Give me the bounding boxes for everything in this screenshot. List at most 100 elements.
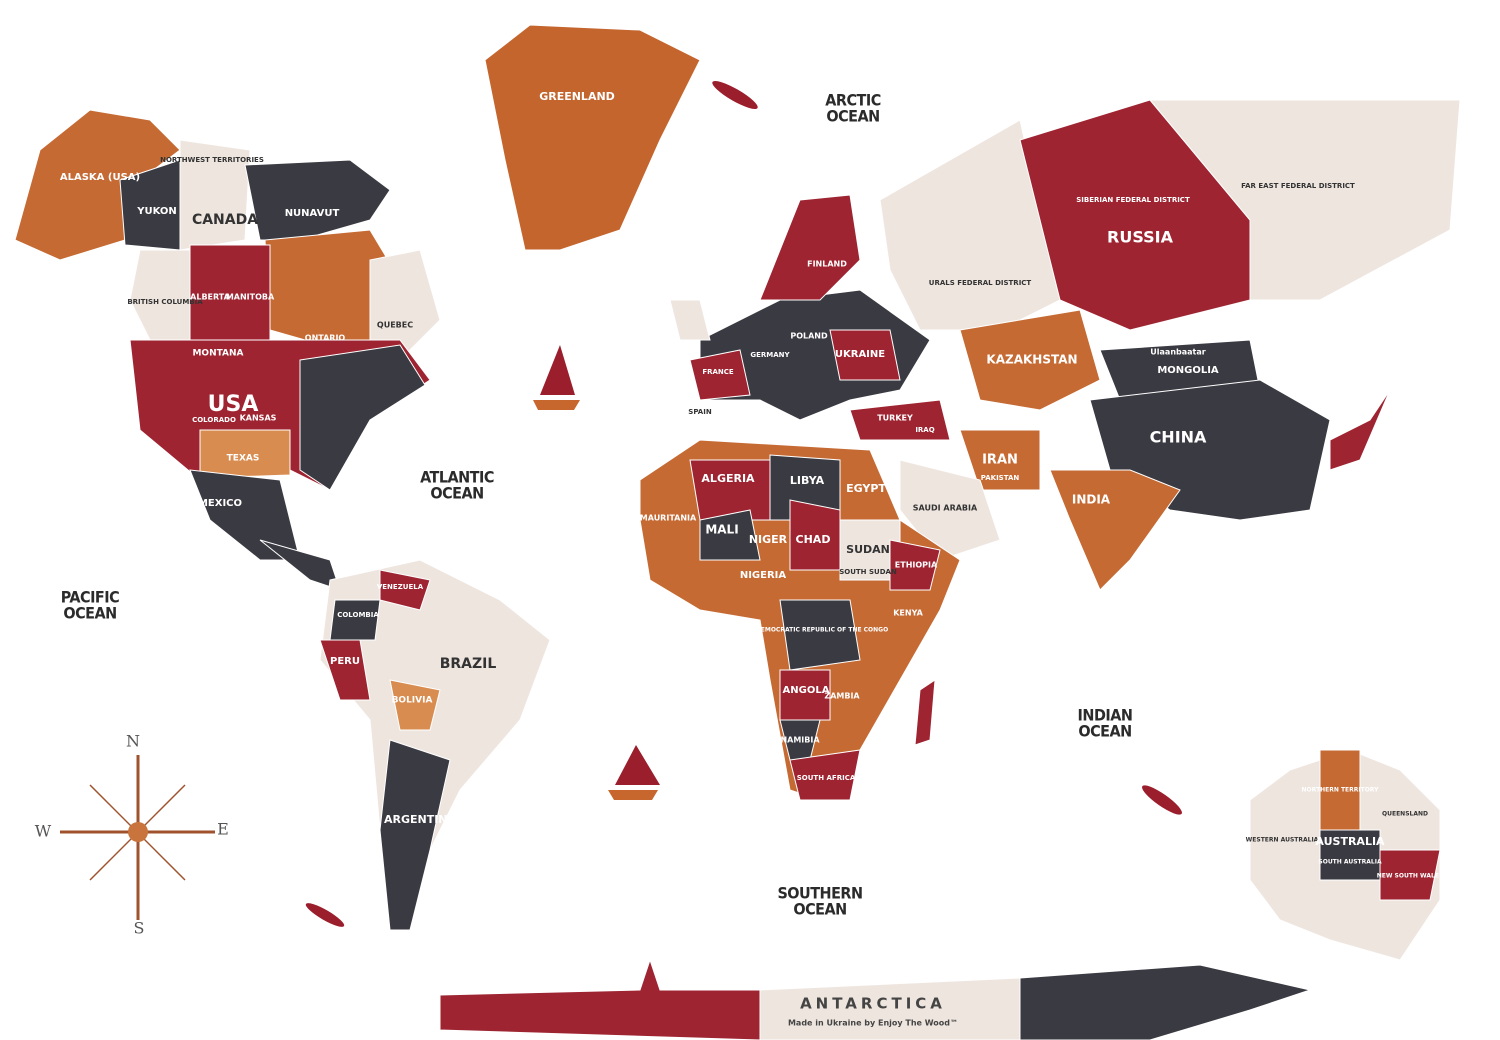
region-label: MALI xyxy=(705,523,738,537)
region-label: MEXICO xyxy=(198,498,242,509)
ocean-label: INDIAN xyxy=(1078,706,1133,725)
region-label: NORTHWEST TERRITORIES xyxy=(160,156,264,164)
compass-letter: E xyxy=(217,820,229,839)
land-piece xyxy=(379,569,431,611)
region-label: TURKEY xyxy=(877,414,913,423)
region-label: QUEENSLAND xyxy=(1382,811,1428,818)
region-label: KANSAS xyxy=(240,414,277,423)
land-piece xyxy=(1329,389,1391,471)
land-piece xyxy=(789,749,861,801)
region-label: LIBYA xyxy=(790,474,825,487)
land-piece xyxy=(179,139,251,251)
region-label: COLOMBIA xyxy=(337,611,379,619)
region-label: MONGOLIA xyxy=(1157,365,1219,376)
land-piece xyxy=(759,194,861,301)
region-label: GERMANY xyxy=(750,351,790,359)
land-piece xyxy=(1379,849,1441,901)
land-piece xyxy=(829,329,901,381)
ocean-label: OCEAN xyxy=(63,604,116,623)
land-piece xyxy=(1019,964,1312,1040)
region-label: VENEZUELA xyxy=(377,583,424,591)
region-label: ARGENTINA xyxy=(384,813,457,826)
land-piece xyxy=(849,399,951,441)
land-piece xyxy=(369,249,441,361)
region-label: NIGERIA xyxy=(740,570,787,581)
region-label: SPAIN xyxy=(688,408,712,416)
ocean-label: ATLANTIC xyxy=(420,468,494,487)
land-piece xyxy=(299,344,426,491)
land-piece xyxy=(244,159,391,241)
land-piece xyxy=(899,459,1001,561)
region-label: MAURITANIA xyxy=(640,514,697,523)
land-piece xyxy=(914,679,936,746)
ocean-label: OCEAN xyxy=(430,484,483,503)
region-label: RUSSIA xyxy=(1107,228,1174,247)
land-piece xyxy=(484,24,701,251)
region-label: PAKISTAN xyxy=(981,474,1020,482)
region-label: SOUTH SUDAN xyxy=(839,568,897,576)
region-label: NEW SOUTH WALES xyxy=(1377,873,1444,880)
region-label: PERU xyxy=(330,656,360,667)
region-label: YUKON xyxy=(136,206,177,217)
labels: GREENLAND ALASKA (USA) YUKON NORTHWEST TERR… xyxy=(35,90,1444,1028)
region-label: ANGOLA xyxy=(783,685,830,696)
region-label: FINLAND xyxy=(807,260,847,269)
region-label: SOUTH AUSTRALIA xyxy=(1318,859,1382,866)
region-label: USA xyxy=(208,392,259,417)
region-label: MANITOBA xyxy=(226,293,275,302)
region-label: SIBERIAN FEDERAL DISTRICT xyxy=(1076,196,1190,204)
region-label: UKRAINE xyxy=(835,349,885,360)
land-piece xyxy=(689,459,771,521)
region-label: KENYA xyxy=(893,609,923,618)
region-label: ALBERTA xyxy=(190,293,230,302)
land-piece xyxy=(379,739,451,931)
decorations xyxy=(60,81,1182,927)
region-label: NAMIBIA xyxy=(780,736,820,745)
land-piece xyxy=(389,679,441,731)
region-label: DEMOCRATIC REPUBLIC OF THE CONGO xyxy=(756,627,888,634)
land-piece xyxy=(889,539,941,591)
land-piece xyxy=(759,977,1021,1040)
land-piece xyxy=(1049,469,1181,591)
ocean-label: PACIFIC xyxy=(61,588,119,607)
region-label: SAUDI ARABIA xyxy=(913,504,978,513)
land-piece xyxy=(259,539,341,591)
ocean-label: OCEAN xyxy=(793,900,846,919)
region-label: GREENLAND xyxy=(539,90,615,103)
region-label: KAZAKHSTAN xyxy=(986,353,1077,367)
land-piece xyxy=(199,429,291,479)
land-piece xyxy=(699,509,761,561)
antarctica-label: ANTARCTICA xyxy=(800,995,946,1013)
region-label: ONTARIO xyxy=(305,334,346,343)
sailboat xyxy=(533,345,660,800)
land-piece xyxy=(129,249,191,341)
region-label: SOUTH AFRICA xyxy=(797,774,856,782)
region-label: FRANCE xyxy=(702,368,734,376)
land-piece xyxy=(689,349,751,401)
region-label: Ulaanbaatar xyxy=(1150,348,1205,357)
region-label: QUEBEC xyxy=(377,321,413,330)
region-label: BRAZIL xyxy=(440,656,497,672)
region-label: URALS FEDERAL DISTRICT xyxy=(929,279,1032,287)
region-label: BRITISH COLUMBIA xyxy=(127,298,203,306)
compass-rose xyxy=(60,755,215,920)
land-piece xyxy=(779,599,861,671)
maker-credit: Made in Ukraine by Enjoy The Wood™ xyxy=(788,1019,958,1028)
ocean-label: OCEAN xyxy=(826,107,879,126)
region-label: FAR EAST FEDERAL DISTRICT xyxy=(1241,182,1355,190)
compass-letter: N xyxy=(126,732,140,751)
land-piece xyxy=(439,958,761,1040)
region-label: INDIA xyxy=(1072,493,1111,507)
region-label: IRAN xyxy=(982,453,1018,468)
region-label: CHAD xyxy=(796,533,831,546)
region-label: COLORADO xyxy=(192,416,236,424)
airplane xyxy=(305,81,1182,927)
region-label: EGYPT xyxy=(846,482,886,495)
region-label: ALGERIA xyxy=(701,472,755,485)
landmasses xyxy=(14,24,1461,1040)
compass-letter: W xyxy=(35,822,52,841)
region-label: BOLIVIA xyxy=(392,696,433,706)
ocean-label: OCEAN xyxy=(1078,722,1131,741)
region-label: ALASKA (USA) xyxy=(60,172,140,183)
